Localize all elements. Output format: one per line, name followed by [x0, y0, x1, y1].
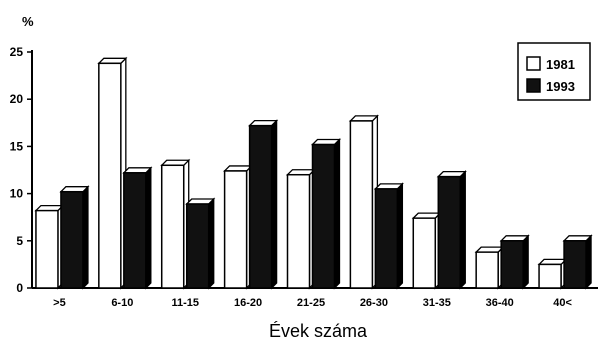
bar-1981-6 — [411, 211, 442, 290]
bar-front — [123, 172, 147, 289]
bar-front — [349, 120, 374, 289]
y-tick-label: 10 — [10, 187, 24, 201]
legend: 1981 1993 — [517, 42, 591, 101]
bar-1981-1 — [97, 56, 128, 290]
x-tick-label: 6-10 — [111, 297, 133, 309]
bar-1981-0 — [34, 204, 65, 290]
bar-1981-2 — [160, 158, 191, 290]
bar-1993-4 — [310, 137, 342, 290]
bar-1981-5 — [348, 114, 379, 290]
y-tick-label: 25 — [10, 45, 24, 59]
bar-front — [223, 170, 248, 289]
bar-1993-3 — [248, 119, 279, 290]
bar-front — [286, 173, 311, 289]
bar-front — [475, 251, 499, 289]
y-tick-label: 0 — [16, 281, 23, 295]
y-tick-label: 15 — [10, 139, 24, 153]
legend-label-1981: 1981 — [546, 57, 575, 72]
x-tick-label: 16-20 — [234, 297, 262, 309]
x-tick-label: 36-40 — [486, 297, 514, 309]
bar-1993-5 — [373, 182, 404, 290]
bar-front — [437, 175, 462, 289]
bar-front — [374, 188, 399, 289]
bar-1993-7 — [499, 234, 530, 290]
y-tick-label: 5 — [16, 234, 23, 248]
bar-1993-2 — [185, 197, 216, 290]
bar-top — [248, 119, 279, 127]
bar-front — [538, 263, 562, 289]
bar-1993-0 — [59, 185, 90, 290]
x-tick-label: 21-25 — [297, 297, 325, 309]
bar-1993-6 — [436, 170, 467, 290]
y-tick-label: 20 — [10, 92, 24, 106]
y-axis: 0 5 10 15 20 25 — [10, 45, 33, 295]
legend-swatch-1993 — [526, 78, 541, 93]
category-labels: >5 6-10 11-15 16-20 21-25 26-30 31-35 36-40 40< — [53, 297, 572, 309]
legend-label-1993: 1993 — [546, 79, 575, 94]
x-tick-label: >5 — [53, 297, 66, 309]
bar-front — [98, 62, 122, 289]
bar-front — [500, 240, 524, 289]
bar-front — [60, 190, 84, 289]
x-axis-title: Évek száma — [269, 321, 368, 341]
bar-front — [160, 164, 185, 289]
bar-front — [248, 124, 273, 289]
bar-front — [412, 217, 437, 289]
bar-front — [311, 143, 336, 289]
bar-1993-8 — [562, 234, 593, 290]
bar-1981-4 — [285, 168, 317, 290]
y-axis-unit-label: % — [22, 14, 34, 29]
x-tick-label: 11-15 — [171, 297, 199, 309]
bar-side — [522, 234, 529, 290]
bars — [34, 56, 593, 290]
bar-1981-7 — [474, 245, 505, 290]
bar-1981-3 — [223, 164, 254, 290]
bar-1993-1 — [122, 166, 153, 290]
bar-front — [185, 203, 210, 289]
x-tick-label: 40< — [553, 297, 572, 309]
x-tick-label: 31-35 — [423, 297, 451, 309]
legend-swatch-1981 — [526, 56, 541, 71]
bar-front — [35, 209, 59, 289]
bar-1981-8 — [537, 257, 568, 290]
bar-front — [563, 240, 587, 289]
x-tick-label: 26-30 — [360, 297, 388, 309]
